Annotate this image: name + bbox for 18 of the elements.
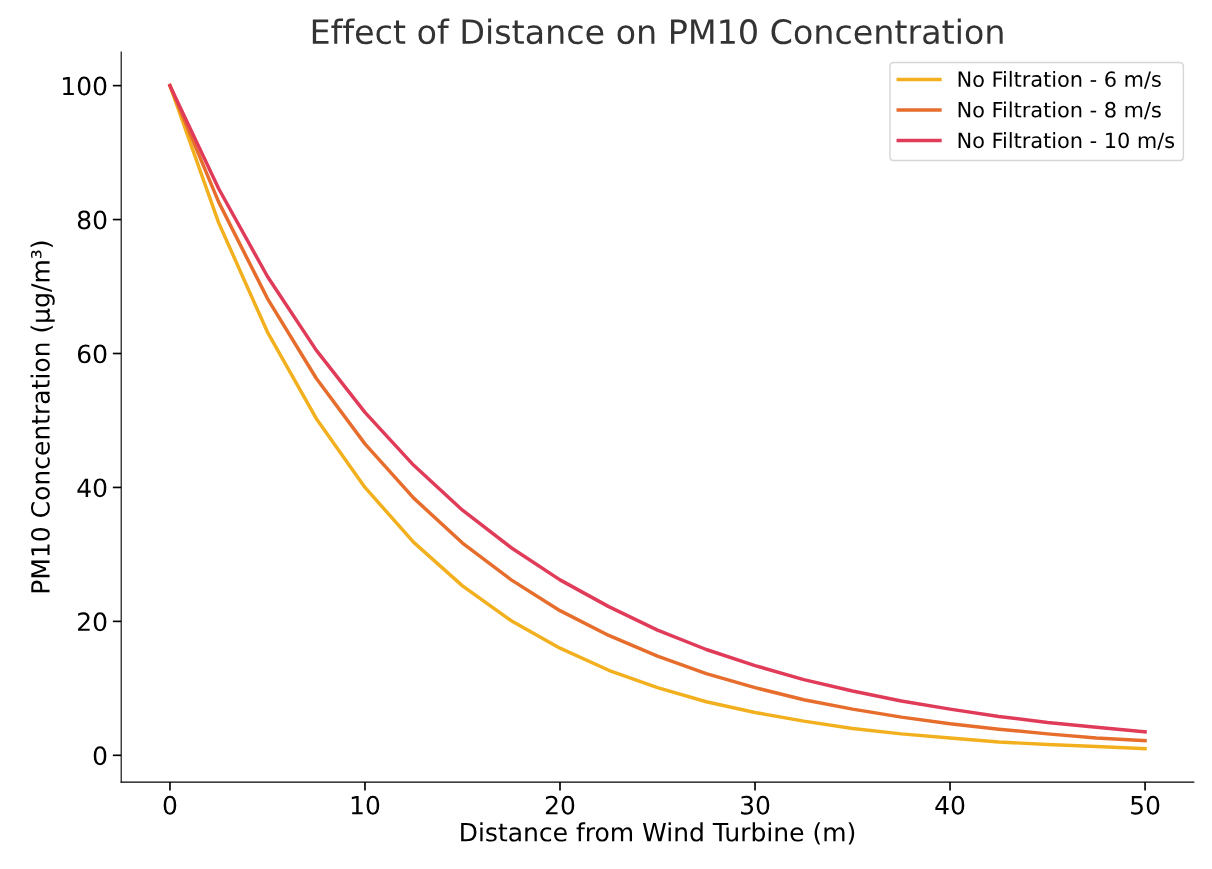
x-tick-label: 20 <box>545 795 575 815</box>
y-tick-label: 20 <box>78 612 107 632</box>
y-tick-label: 100 <box>63 76 107 96</box>
x-tick-label: 10 <box>351 795 380 815</box>
x-tick-label: 40 <box>935 795 965 815</box>
legend-label: No Filtration - 10 m/s <box>958 132 1175 150</box>
y-tick-label: 40 <box>77 478 107 498</box>
y-tick-label: 0 <box>93 746 107 766</box>
x-tick-label: 50 <box>1131 795 1160 815</box>
legend-label: No Filtration - 8 m/s <box>958 101 1161 120</box>
legend-label: No Filtration - 6 m/s <box>958 70 1161 89</box>
chart-title: Effect of Distance on PM10 Concentration <box>312 18 1003 45</box>
y-tick-label: 60 <box>77 344 107 364</box>
x-tick-label: 0 <box>163 795 177 815</box>
x-tick-label: 30 <box>741 795 770 815</box>
x-axis-title: Distance from Wind Turbine (m) <box>461 822 855 845</box>
y-tick-label: 80 <box>77 210 107 230</box>
y-axis-title: PM10 Concentration (µg/m³) <box>30 241 55 593</box>
